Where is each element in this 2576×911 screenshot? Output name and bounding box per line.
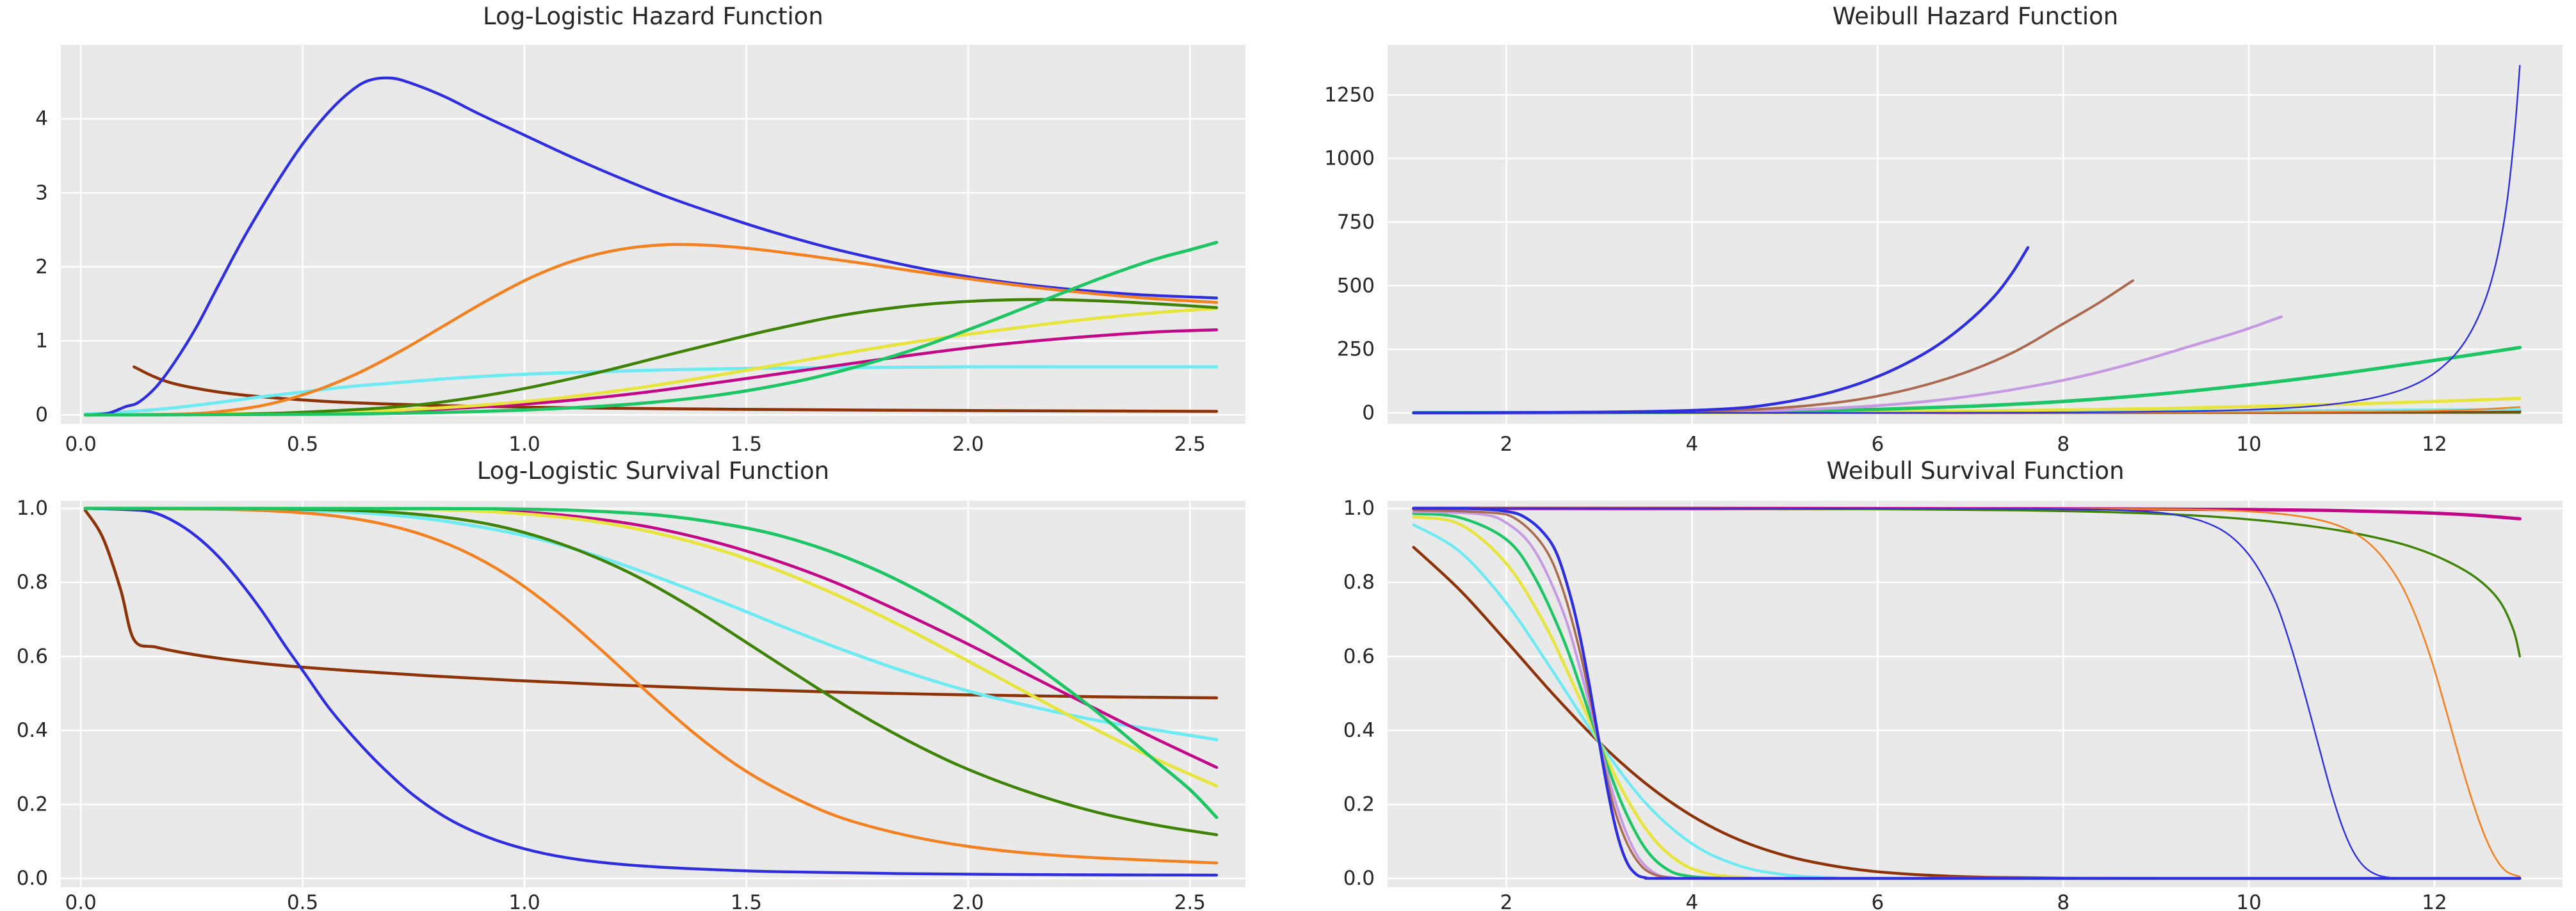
panel-title-log-logistic-hazard: Log-Logistic Hazard Function: [483, 3, 823, 30]
series-blue-2: [1413, 65, 2521, 414]
panel-weibull-survival: 2 4 6 8 10 12 0.0 0.2 0.4 0.6 0.8 1.0 Weibull Surviv…: [1343, 457, 2563, 911]
y-tick-label: 500: [1337, 274, 1375, 297]
y-tick-label: 0.0: [17, 867, 48, 890]
series-forest-green: [83, 506, 1219, 837]
x-tick-label: 0.5: [287, 433, 318, 455]
y-tick-label: 250: [1337, 338, 1375, 361]
x-tick-label: 1.0: [508, 433, 540, 455]
y-tick-label: 1.0: [17, 497, 48, 520]
y-tick-label: 1.0: [1343, 497, 1375, 520]
series-orange: [83, 506, 1219, 865]
panel-log-logistic-hazard: 0.0 0.5 1.0 1.5 2.0 2.5 0 1 2 3 4 Log-Logistic Haza…: [35, 3, 1245, 455]
y-tick-label: 4: [35, 108, 48, 131]
series-cyan: [83, 506, 1219, 741]
y-tick-label: 0.6: [1343, 645, 1375, 668]
y-tick-label: 0.8: [17, 571, 48, 594]
y-tick-label: 750: [1337, 211, 1375, 234]
y-tick-label: 0.2: [17, 793, 48, 816]
tick-labels: 2 4 6 8 10 12 0.0 0.2 0.4 0.6 0.8 1.0: [1343, 497, 2447, 911]
panel-title-log-logistic-survival: Log-Logistic Survival Function: [477, 457, 829, 485]
y-tick-label: 0: [1362, 401, 1375, 424]
series-group: [1412, 506, 2522, 880]
y-tick-label: 3: [35, 181, 48, 204]
y-tick-label: 0.4: [17, 719, 48, 742]
plot-background: [61, 501, 1245, 887]
x-tick-label: 0.0: [65, 433, 97, 455]
tick-labels: 0.0 0.5 1.0 1.5 2.0 2.5 0 1 2 3 4: [35, 108, 1206, 455]
panel-title-weibull-hazard: Weibull Hazard Function: [1833, 3, 2119, 30]
y-tick-label: 0.6: [17, 645, 48, 668]
y-tick-label: 1000: [1324, 147, 1375, 170]
x-tick-label: 6: [1871, 433, 1884, 455]
x-tick-label: 0.0: [65, 891, 97, 911]
panel-weibull-hazard: 2 4 6 8 10 12 0 250 500 750 1000 1250 Weibull Hazard…: [1324, 3, 2563, 455]
y-tick-label: 0.0: [1343, 867, 1375, 890]
y-tick-label: 0.8: [1343, 571, 1375, 594]
x-tick-label: 2: [1500, 891, 1513, 911]
x-tick-label: 2.0: [952, 433, 984, 455]
series-group: [83, 506, 1219, 877]
x-tick-label: 8: [2057, 433, 2070, 455]
series-forest-green: [83, 298, 1219, 417]
plot-background: [61, 45, 1245, 424]
x-tick-label: 10: [2236, 433, 2261, 455]
series-brown: [83, 508, 1219, 700]
x-tick-label: 8: [2057, 891, 2070, 911]
x-tick-label: 0.5: [287, 891, 318, 911]
x-tick-label: 1.5: [731, 433, 762, 455]
panel-title-weibull-survival: Weibull Survival Function: [1826, 457, 2124, 485]
series-spring-green: [83, 241, 1219, 417]
x-tick-label: 12: [2422, 433, 2447, 455]
series-yellow: [83, 307, 1219, 417]
y-tick-label: 2: [35, 255, 48, 278]
series-blue: [83, 76, 1219, 417]
x-tick-label: 2.0: [952, 891, 984, 911]
series-orange: [83, 243, 1219, 417]
x-tick-label: 1.5: [731, 891, 762, 911]
plot-background: [1388, 45, 2563, 424]
x-tick-label: 4: [1686, 433, 1699, 455]
x-tick-label: 1.0: [508, 891, 540, 911]
y-tick-label: 0.4: [1343, 719, 1375, 742]
x-tick-label: 2.5: [1174, 433, 1206, 455]
tick-labels: 2 4 6 8 10 12 0 250 500 750 1000 1250: [1324, 83, 2447, 455]
y-tick-label: 1: [35, 330, 48, 353]
y-tick-label: 0: [35, 403, 48, 426]
x-tick-label: 10: [2236, 891, 2261, 911]
series-group: [83, 76, 1219, 417]
tick-labels: 0.0 0.5 1.0 1.5 2.0 2.5 0.0 0.2 0.4 0.6 0.8 1.0: [17, 497, 1206, 911]
gridlines: [61, 501, 1245, 887]
series-blue: [1412, 506, 2522, 880]
series-blue-2: [1413, 507, 2521, 880]
y-tick-label: 0.2: [1343, 793, 1375, 816]
plot-background: [1388, 501, 2563, 887]
x-tick-label: 12: [2422, 891, 2447, 911]
x-tick-label: 2: [1500, 433, 1513, 455]
panel-log-logistic-survival: 0.0 0.5 1.0 1.5 2.0 2.5 0.0 0.2 0.4 0.6 0.8 1.0 Log-…: [17, 457, 1245, 911]
x-tick-label: 4: [1686, 891, 1699, 911]
series-blue: [83, 506, 1219, 877]
series-cyan: [83, 365, 1219, 416]
y-tick-label: 1250: [1324, 83, 1375, 106]
x-tick-label: 2.5: [1174, 891, 1206, 911]
series-group: [1411, 65, 2522, 415]
x-tick-label: 6: [1871, 891, 1884, 911]
series-spring-green: [83, 506, 1219, 819]
